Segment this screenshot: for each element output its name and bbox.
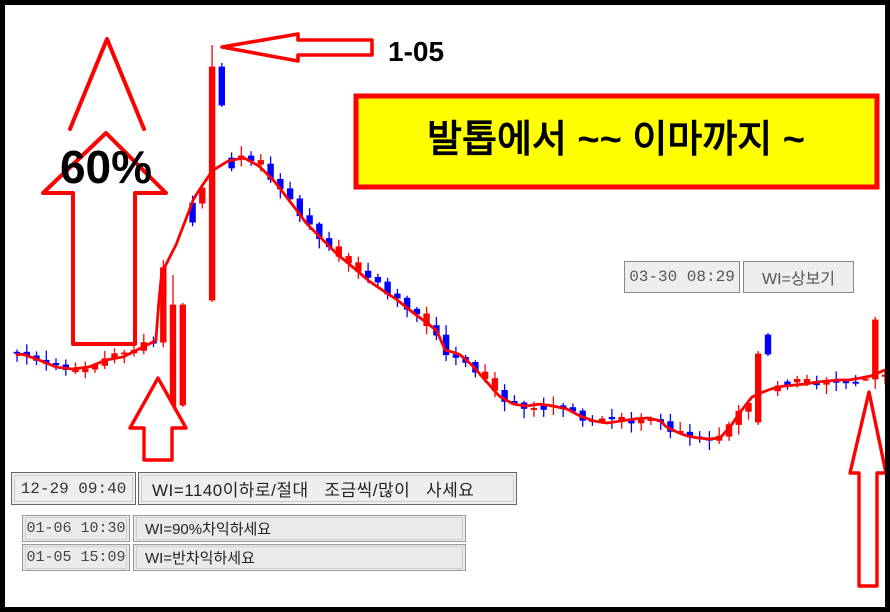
- svg-text:60%: 60%: [60, 141, 152, 193]
- svg-text:발톱에서 ~~ 이마까지 ~: 발톱에서 ~~ 이마까지 ~: [427, 119, 805, 161]
- svg-text:1-05: 1-05: [388, 36, 444, 67]
